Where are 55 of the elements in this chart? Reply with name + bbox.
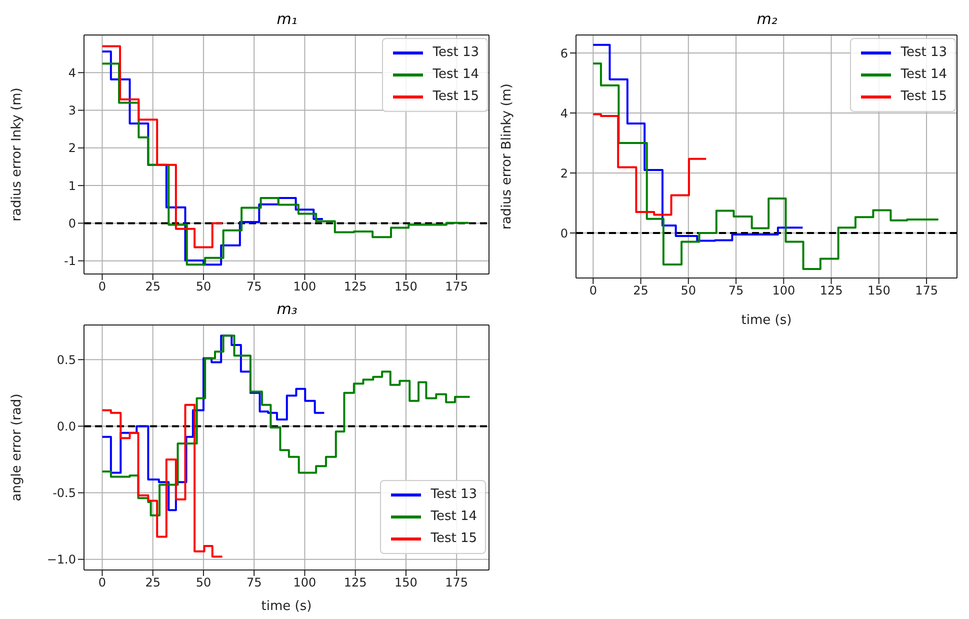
y-tick-label: 0 (560, 226, 568, 240)
x-tick-label: 0 (98, 280, 106, 294)
x-tick-label: 75 (246, 576, 262, 590)
legend-label: Test 15 (432, 88, 479, 106)
y-tick-label: -1 (64, 254, 76, 268)
x-tick-label: 125 (344, 576, 367, 590)
y-tick-label: 2 (68, 141, 76, 156)
x-tick-label: 100 (293, 576, 316, 590)
legend-label: Test 14 (900, 66, 947, 84)
y-axis-title: radius error Blinky (m) (500, 83, 515, 230)
legend-label: Test 13 (430, 486, 477, 504)
y-axis-title: radius error Inky (m) (10, 88, 25, 222)
y-tick-label: 0.5 (56, 352, 76, 367)
y-tick-label: −1.0 (46, 552, 76, 567)
legend-label: Test 14 (430, 508, 477, 526)
x-axis-title: time (s) (741, 313, 792, 328)
legend-label: Test 13 (900, 44, 947, 62)
legend-label: Test 15 (430, 530, 477, 548)
y-tick-label: 3 (68, 104, 76, 118)
x-tick-label: 125 (344, 280, 367, 294)
legend-label: Test 13 (432, 44, 479, 62)
x-tick-label: 75 (246, 280, 262, 294)
y-tick-label: 2 (560, 166, 568, 180)
x-tick-label: 175 (445, 280, 468, 294)
y-tick-label: 1 (68, 178, 76, 193)
y-tick-label: 0 (68, 216, 76, 230)
x-tick-label: 175 (915, 284, 938, 298)
x-tick-label: 0 (98, 576, 106, 590)
x-tick-label: 150 (867, 284, 890, 298)
y-tick-label: 6 (560, 46, 568, 60)
x-tick-label: 100 (293, 280, 316, 294)
x-tick-label: 125 (820, 284, 843, 298)
y-tick-label: 0.0 (56, 419, 76, 434)
legend-label: Test 14 (432, 66, 479, 84)
x-tick-label: 50 (196, 576, 212, 590)
x-axis-title: time (s) (261, 599, 312, 614)
x-tick-label: 50 (680, 284, 696, 298)
x-tick-label: 25 (145, 576, 160, 590)
x-tick-label: 50 (196, 280, 212, 294)
y-tick-label: 4 (68, 66, 76, 80)
x-tick-label: 175 (445, 576, 468, 590)
legend-label: Test 15 (900, 88, 947, 106)
y-tick-label: -0.5 (52, 486, 76, 500)
chart-title: m₁ (276, 10, 298, 28)
x-tick-label: 0 (589, 284, 597, 298)
chart-title: m₃ (276, 300, 298, 318)
y-tick-label: 4 (560, 106, 568, 120)
x-tick-label: 25 (633, 284, 648, 298)
y-axis-title: angle error (rad) (10, 394, 25, 502)
x-tick-label: 100 (772, 284, 796, 298)
x-tick-label: 150 (394, 280, 418, 294)
chart-title: m₂ (756, 10, 778, 28)
x-tick-label: 75 (728, 284, 744, 298)
x-tick-label: 25 (145, 280, 160, 294)
x-tick-label: 150 (394, 576, 418, 590)
